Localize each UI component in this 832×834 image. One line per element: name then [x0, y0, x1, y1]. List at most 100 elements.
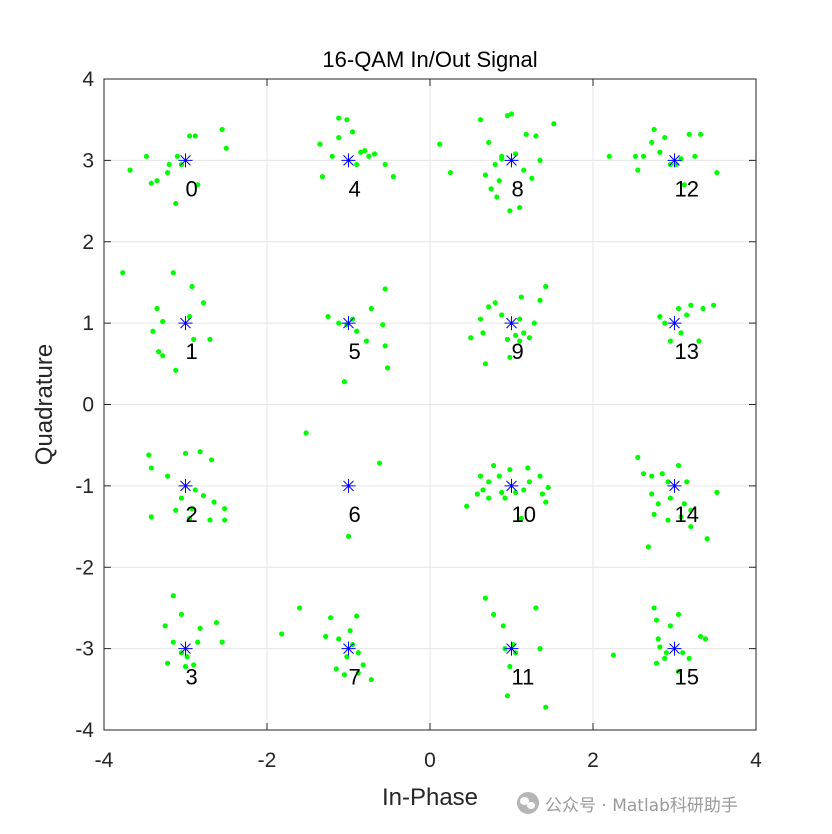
received-point — [336, 115, 342, 121]
received-point — [486, 304, 492, 310]
received-point — [657, 149, 663, 155]
received-point — [651, 605, 657, 611]
constellation-label: 4 — [349, 176, 361, 201]
received-point — [371, 151, 378, 157]
received-point — [477, 117, 484, 123]
received-point — [189, 283, 195, 290]
received-point — [640, 471, 647, 477]
received-points — [120, 111, 720, 710]
received-point — [525, 465, 531, 471]
received-point — [178, 495, 185, 501]
received-point — [486, 495, 492, 501]
received-point — [681, 182, 687, 188]
received-point — [700, 305, 706, 312]
constellation-label: 2 — [186, 502, 198, 527]
received-point — [537, 157, 543, 163]
received-point — [385, 365, 391, 371]
reference-marker — [178, 478, 193, 493]
received-point — [696, 338, 702, 344]
received-point — [504, 336, 511, 342]
received-point — [186, 314, 193, 320]
received-point — [366, 153, 372, 159]
received-point — [507, 208, 513, 214]
received-point — [649, 491, 655, 497]
received-point — [537, 297, 543, 303]
received-point — [492, 161, 498, 168]
received-point — [684, 479, 690, 485]
received-point — [363, 338, 370, 344]
received-point — [494, 194, 500, 200]
x-tick-label: 4 — [750, 749, 762, 772]
received-point — [189, 506, 195, 512]
received-point — [303, 430, 309, 436]
received-point — [173, 367, 179, 373]
received-point — [521, 167, 527, 173]
received-point — [490, 462, 497, 469]
received-point — [482, 172, 489, 178]
received-point — [543, 704, 549, 710]
received-point — [537, 473, 543, 479]
received-point — [504, 693, 511, 699]
received-point — [486, 479, 492, 485]
received-point — [486, 139, 492, 146]
received-point — [178, 611, 185, 618]
received-point — [148, 180, 154, 186]
received-point — [349, 129, 356, 135]
received-point — [368, 676, 374, 683]
received-point — [208, 457, 215, 463]
received-point — [341, 672, 348, 678]
received-point — [507, 663, 513, 670]
received-point — [529, 175, 535, 181]
received-point — [662, 320, 668, 326]
received-point — [336, 636, 342, 642]
received-point — [219, 639, 225, 645]
received-point — [702, 636, 709, 642]
received-point — [170, 639, 176, 645]
received-point — [500, 623, 506, 629]
received-point — [688, 523, 694, 530]
received-point — [667, 338, 674, 344]
received-point — [156, 349, 162, 355]
reference-marker — [341, 316, 356, 331]
received-point — [543, 283, 549, 290]
received-point — [657, 644, 663, 650]
received-point — [675, 462, 682, 469]
received-point — [496, 178, 502, 184]
received-point — [512, 489, 519, 495]
constellation-label: 1 — [186, 339, 198, 364]
received-point — [635, 167, 641, 173]
constellation-label: 12 — [675, 176, 699, 201]
received-point — [653, 660, 660, 666]
received-point — [154, 178, 160, 184]
constellation-label: 9 — [512, 339, 524, 364]
received-point — [362, 148, 368, 154]
constellation-label: 13 — [675, 339, 699, 364]
received-point — [697, 131, 704, 137]
received-point — [336, 134, 342, 141]
reference-marker — [178, 316, 193, 331]
received-point — [686, 131, 692, 137]
y-tick-label: 0 — [82, 394, 94, 417]
received-point — [521, 487, 527, 493]
received-point — [192, 133, 198, 139]
received-point — [653, 617, 660, 623]
reference-marker — [341, 153, 356, 168]
received-point — [219, 126, 225, 133]
received-point — [714, 489, 720, 495]
received-point — [341, 379, 348, 385]
constellation-label: 7 — [349, 665, 361, 690]
watermark: 公众号 · Matlab科研助手 — [517, 791, 738, 816]
reference-marker — [341, 478, 356, 493]
received-point — [368, 305, 374, 312]
received-point — [319, 174, 326, 180]
received-point — [197, 625, 203, 631]
received-point — [186, 515, 193, 522]
received-point — [355, 650, 361, 656]
constellation-label: 15 — [675, 665, 699, 690]
received-point — [376, 460, 383, 466]
received-point — [517, 338, 523, 344]
received-point — [222, 506, 228, 512]
received-point — [482, 361, 489, 367]
constellation-label: 14 — [675, 502, 699, 527]
constellation-label: 5 — [349, 339, 361, 364]
